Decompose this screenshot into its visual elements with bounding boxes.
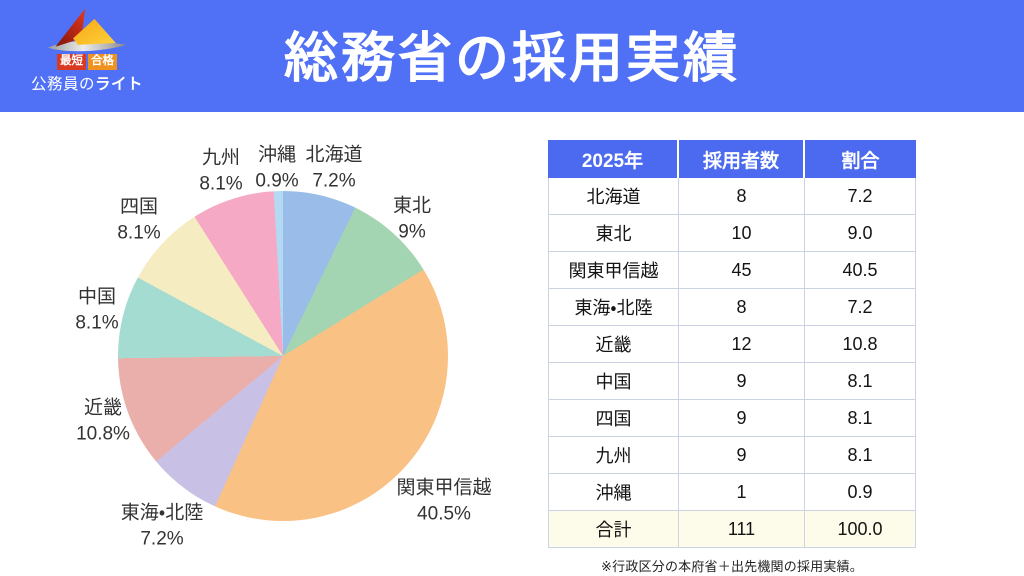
col-header-count: 採用者数 [679,140,805,178]
pie-label-tokai-hokuriku: 東海・北陸 7.2% [120,502,204,549]
pie-label-kinki: 近畿 10.8% [76,397,130,444]
table-row: 四国 9 8.1 [548,400,916,437]
logo-badge: 最短 合格 [57,54,117,70]
badge-goukaku: 合格 [88,54,117,70]
pie-label-hokkaido: 北海道 7.2% [305,144,363,191]
table-row: 北海道 8 7.2 [548,178,916,215]
table-row: 東海・北陸 8 7.2 [548,289,916,326]
pie-label-tohoku: 東北 9% [392,195,432,242]
pie-chart [118,191,448,521]
header-banner: 最短 合格 公務員のライト 総務省の採用実績 [0,0,1024,112]
table-row: 近畿 12 10.8 [548,326,916,363]
table-total-row: 合計 111 100.0 [548,511,916,548]
table-row: 中国 9 8.1 [548,363,916,400]
mountain-logo-icon [41,4,133,56]
table-header-row: 2025年 採用者数 割合 [548,140,916,178]
table-row: 東北 10 9.0 [548,215,916,252]
logo-brand-text: 公務員のライト [30,75,144,93]
recruitment-table: 2025年 採用者数 割合 北海道 8 7.2 東北 10 9.0 関東甲信越 [548,140,916,548]
footnote: ※行政区分の本府省＋出先機関の採用実績。 [601,559,863,574]
table-row: 沖縄 1 0.9 [548,474,916,511]
pie-label-shikoku: 四国 8.1% [117,196,161,243]
pie-label-chugoku: 中国 8.1% [75,286,119,333]
col-header-pct: 割合 [805,140,916,178]
brand-logo: 最短 合格 公務員のライト [24,4,150,94]
page-title: 総務省の採用実績 [284,28,740,89]
table-row: 関東甲信越 45 40.5 [548,252,916,289]
table-row: 九州 9 8.1 [548,437,916,474]
recruitment-table-section: 2025年 採用者数 割合 北海道 8 7.2 東北 10 9.0 関東甲信越 [548,140,916,575]
badge-saitan: 最短 [57,54,86,70]
pie-label-okinawa: 沖縄 0.9% [255,144,299,191]
pie-label-kanto-koshinetsu: 関東甲信越 40.5% [396,477,492,524]
pie-label-kyushu: 九州 8.1% [199,147,243,194]
col-header-year: 2025年 [548,140,679,178]
